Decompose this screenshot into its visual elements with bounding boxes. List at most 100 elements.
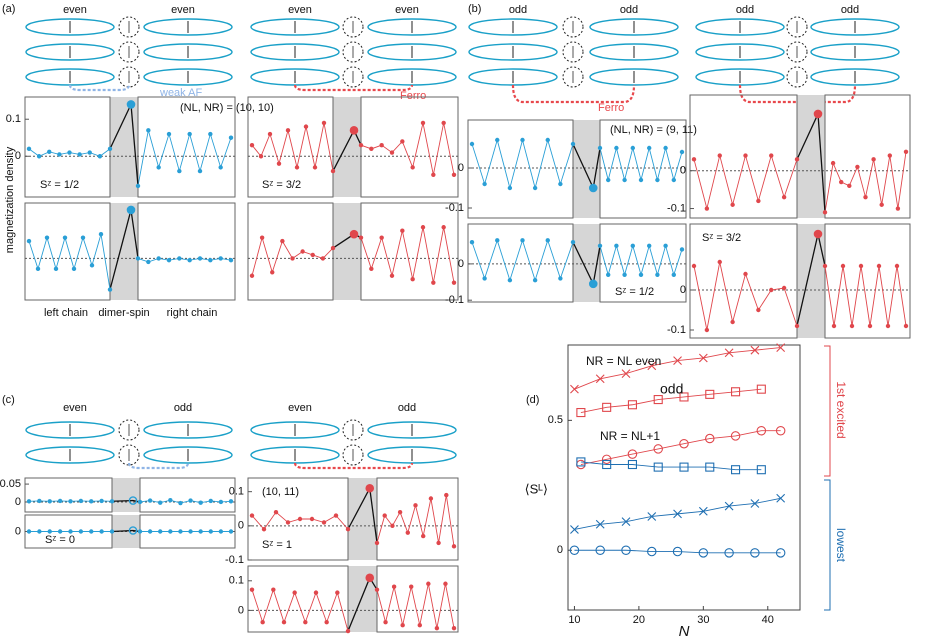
site-point [228,257,234,263]
dimer-link [111,499,141,503]
site-point [876,263,882,269]
site-point [47,149,52,155]
site-point [769,287,774,293]
y-tick-label: 0.05 [0,478,21,490]
annotation: odd [660,381,683,397]
plot-frame [599,223,687,303]
site-point [894,263,900,269]
site-point [495,238,500,243]
site-point [532,185,538,191]
site-point [871,157,876,162]
site-point [434,625,440,631]
point-cross [724,501,734,511]
site-point [37,529,42,534]
site-point [614,243,619,248]
point-cross [776,343,786,352]
site-point [26,238,32,244]
point-circle [621,545,631,555]
chain-ellipse [143,421,233,439]
site-point [135,256,141,261]
dimer-point [126,100,136,109]
point-circle [775,425,786,436]
chain-line [139,499,232,504]
site-point [320,256,326,261]
chain-ellipse [367,421,457,439]
point-circle [627,449,638,459]
site-point [743,153,748,158]
site-point [855,164,860,170]
site-point [345,527,351,532]
point-cross [595,519,605,529]
site-point [218,499,224,505]
annotation: 1st excited [834,381,848,438]
site-point [671,177,676,183]
y-tick-label: -0.1 [225,554,244,566]
site-point [335,590,340,595]
coupling-arc [738,84,857,104]
site-point [614,145,619,151]
y-tick-label: 0 [458,258,464,270]
coupling-note: Ferro [598,102,624,114]
site-point [400,622,405,628]
site-point [109,499,115,504]
point-circle [653,444,663,454]
point-cross [698,506,708,516]
site-point [444,492,449,498]
chain-ellipse [250,18,340,36]
site-point [451,625,457,631]
site-point [47,529,52,534]
site-point [68,529,73,534]
y-tick-label: 0 [15,525,21,537]
site-point [879,202,884,207]
site-point [794,157,800,162]
chain-line [251,122,334,172]
site-point [903,149,909,154]
point-circle [647,546,657,557]
dimer-point [349,126,359,135]
dimer-point [128,526,138,535]
site-point [146,259,151,265]
point-cross [673,509,682,519]
site-point [218,256,223,261]
chain-line [824,265,907,327]
site-point [57,152,62,157]
panel-label: (b) [468,3,481,15]
point-cross [621,517,631,527]
annotation: (10, 11) [262,486,299,498]
site-point [520,137,525,143]
plot-frame [360,202,459,301]
annotation: NR = NL even [586,354,661,368]
site-point [597,145,603,151]
chain-line [599,244,683,277]
plot-frame [567,344,801,611]
point-circle [679,438,689,449]
site-point [903,323,909,329]
annotation: (NL, NR) = (10, 10) [180,102,274,114]
site-point [405,530,410,535]
site-point [679,247,685,252]
site-point [177,168,182,174]
site-point [638,272,644,277]
coupling-arc [293,462,414,470]
site-point [313,590,319,595]
dimer-band [333,203,361,300]
site-point [208,131,213,137]
site-point [895,206,901,211]
site-point [267,131,273,137]
site-point [258,154,264,159]
site-point [704,206,710,211]
annotation: Sᶻ = 0 [45,534,75,546]
y-tick-label: 0 [238,520,244,532]
site-point [606,177,611,183]
bracket [824,345,831,477]
bracket [824,479,831,611]
point-cross [750,499,760,508]
dimer-point [813,109,823,119]
annotation: Sᶻ = 1 [262,539,292,551]
site-point [273,509,279,515]
site-point [379,235,384,240]
point-cross [698,353,708,363]
site-point [249,273,255,278]
y-tick-label: 0 [680,165,686,177]
